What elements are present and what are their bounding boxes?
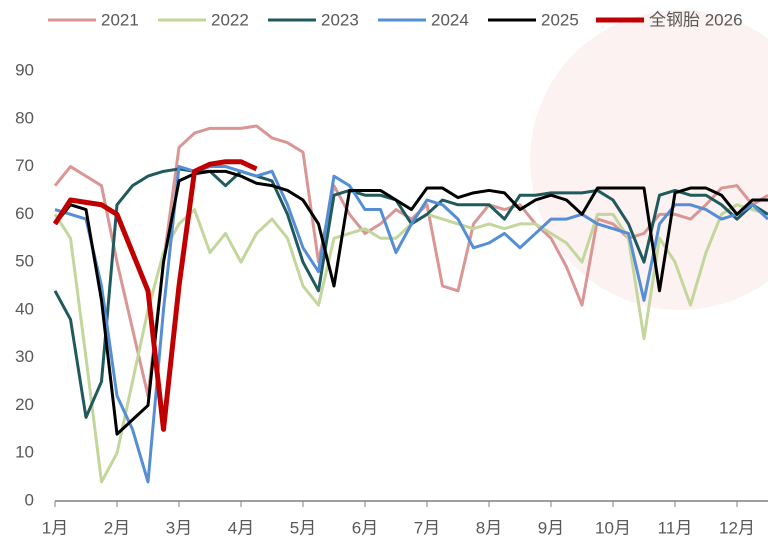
y-tick-label: 0 [25,490,34,509]
x-tick-label: 7月 [414,518,440,537]
x-tick-label: 5月 [290,518,316,537]
legend-label: 2022 [211,10,249,29]
x-tick-label: 10月 [595,518,631,537]
legend-label: 2024 [431,10,469,29]
y-tick-label: 20 [15,395,34,414]
y-tick-label: 50 [15,252,34,271]
y-tick-label: 40 [15,299,34,318]
x-tick-label: 6月 [352,518,378,537]
x-tick-label: 4月 [228,518,254,537]
series-line [53,169,768,436]
legend-label: 全钢胎 2026 [649,10,743,29]
x-tick-label: 3月 [166,518,192,537]
x-tick-label: 11月 [658,518,693,537]
legend-label: 2023 [321,10,359,29]
legend-label: 2021 [101,10,139,29]
series-line [52,159,258,432]
y-tick-label: 80 [15,108,34,127]
legend-label: 2025 [541,10,579,29]
y-tick-label: 90 [15,60,34,79]
y-tick-label: 60 [15,204,34,223]
x-tick-label: 12月 [719,518,755,537]
x-tick-label: 1月 [42,518,68,537]
x-tick-label: 2月 [104,518,130,537]
x-tick-label: 9月 [538,518,564,537]
y-tick-label: 30 [15,347,34,366]
y-tick-label: 70 [15,156,34,175]
y-tick-label: 10 [15,443,34,462]
x-tick-label: 8月 [476,518,502,537]
